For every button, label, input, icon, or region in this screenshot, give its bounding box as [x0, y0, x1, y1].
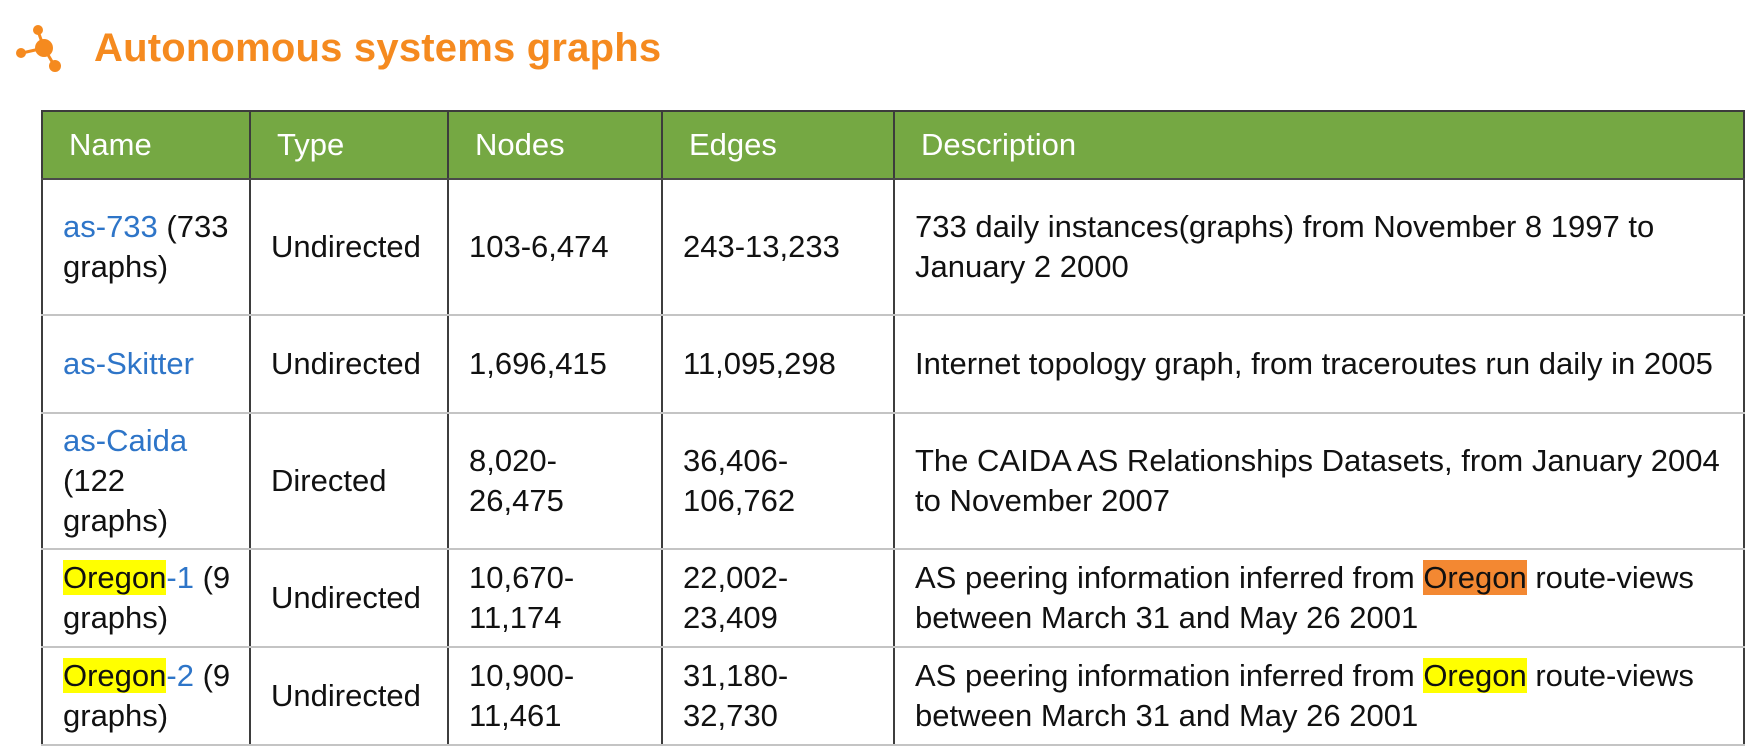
description-cell: AS peering information inferred from Ore…: [893, 646, 1745, 746]
type-cell: Undirected: [249, 314, 449, 414]
dataset-link-as-733[interactable]: as-733: [63, 209, 158, 244]
table-row: Oregon-2 (9 graphs) Undirected 10,900-11…: [41, 646, 1745, 746]
column-header-nodes: Nodes: [447, 110, 663, 180]
nodes-cell: 10,670-11,174: [447, 548, 663, 648]
description-text: AS peering information inferred from: [915, 560, 1415, 595]
datasets-table: Name Type Nodes Edges Description as-733…: [41, 110, 1745, 746]
column-header-edges: Edges: [661, 110, 895, 180]
edges-cell: 22,002-23,409: [661, 548, 895, 648]
description-text: route-views between March 31 and May 26 …: [915, 560, 1694, 635]
column-header-name: Name: [41, 110, 251, 180]
name-cell: as-Caida (122 graphs): [41, 412, 251, 550]
table-row: as-Skitter Undirected 1,696,415 11,095,2…: [41, 314, 1745, 414]
type-cell: Directed: [249, 412, 449, 550]
dataset-link-suffix: -1: [166, 560, 194, 595]
description-cell: Internet topology graph, from traceroute…: [893, 314, 1745, 414]
edges-cell: 11,095,298: [661, 314, 895, 414]
search-highlight: Oregon: [1423, 658, 1527, 693]
graph-count: (9 graphs): [63, 560, 231, 635]
dataset-link-suffix: -2: [166, 658, 194, 693]
graph-count: (733 graphs): [63, 209, 229, 284]
table-header-row: Name Type Nodes Edges Description: [41, 110, 1745, 180]
table-row: as-Caida (122 graphs) Directed 8,020-26,…: [41, 412, 1745, 550]
section-heading: Autonomous systems graphs: [14, 18, 661, 78]
name-cell: as-733 (733 graphs): [41, 178, 251, 316]
search-highlight: Oregon: [63, 658, 167, 693]
molecule-bullet-icon: [16, 25, 61, 72]
name-cell: as-Skitter: [41, 314, 251, 414]
description-cell: 733 daily instances(graphs) from Novembe…: [893, 178, 1745, 316]
nodes-cell: 10,900-11,461: [447, 646, 663, 746]
graph-count: (9 graphs): [63, 658, 231, 733]
dataset-link-as-skitter[interactable]: as-Skitter: [63, 346, 194, 381]
dataset-link-oregon-2[interactable]: Oregon-2: [63, 658, 194, 693]
description-text: route-views between March 31 and May 26 …: [915, 658, 1694, 733]
edges-cell: 36,406-106,762: [661, 412, 895, 550]
name-cell: Oregon-1 (9 graphs): [41, 548, 251, 648]
type-cell: Undirected: [249, 178, 449, 316]
edges-cell: 31,180-32,730: [661, 646, 895, 746]
type-cell: Undirected: [249, 646, 449, 746]
edges-cell: 243-13,233: [661, 178, 895, 316]
graph-count: (122 graphs): [63, 463, 169, 538]
description-cell: AS peering information inferred from Ore…: [893, 548, 1745, 648]
name-cell: Oregon-2 (9 graphs): [41, 646, 251, 746]
description-cell: The CAIDA AS Relationships Datasets, fro…: [893, 412, 1745, 550]
dataset-link-as-caida[interactable]: as-Caida: [63, 423, 188, 458]
table-row: Oregon-1 (9 graphs) Undirected 10,670-11…: [41, 548, 1745, 648]
description-text: AS peering information inferred from: [915, 658, 1415, 693]
nodes-cell: 8,020-26,475: [447, 412, 663, 550]
column-header-description: Description: [893, 110, 1745, 180]
type-cell: Undirected: [249, 548, 449, 648]
nodes-cell: 1,696,415: [447, 314, 663, 414]
column-header-type: Type: [249, 110, 449, 180]
page-title: Autonomous systems graphs: [94, 25, 662, 70]
dataset-link-oregon-1[interactable]: Oregon-1: [63, 560, 194, 595]
active-search-highlight: Oregon: [1423, 560, 1527, 595]
nodes-cell: 103-6,474: [447, 178, 663, 316]
search-highlight: Oregon: [63, 560, 167, 595]
table-row: as-733 (733 graphs) Undirected 103-6,474…: [41, 178, 1745, 316]
